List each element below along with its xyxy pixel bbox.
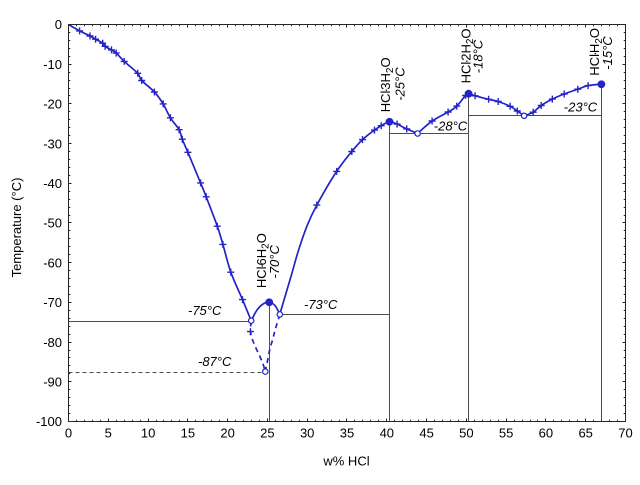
svg-text:-10: -10 xyxy=(43,57,62,72)
svg-text:10: 10 xyxy=(141,426,155,441)
svg-text:0: 0 xyxy=(65,426,72,441)
svg-text:40: 40 xyxy=(380,426,394,441)
svg-text:65: 65 xyxy=(578,426,592,441)
svg-text:HCl·2H2O: HCl·2H2O xyxy=(458,28,476,83)
svg-text:60: 60 xyxy=(539,426,553,441)
svg-text:-60: -60 xyxy=(43,255,62,270)
svg-text:30: 30 xyxy=(300,426,314,441)
svg-text:45: 45 xyxy=(419,426,433,441)
svg-text:-70: -70 xyxy=(43,295,62,310)
svg-text:-73°C: -73°C xyxy=(304,297,338,312)
svg-text:-90: -90 xyxy=(43,375,62,390)
svg-text:5: 5 xyxy=(105,426,112,441)
svg-text:-75°C: -75°C xyxy=(188,303,222,318)
svg-text:-23°C: -23°C xyxy=(564,100,598,115)
svg-text:HCl·6H2O: HCl·6H2O xyxy=(254,233,272,288)
svg-text:-15°C: -15°C xyxy=(600,36,615,70)
svg-text:-70°C: -70°C xyxy=(267,245,282,279)
svg-text:15: 15 xyxy=(181,426,195,441)
svg-text:-30: -30 xyxy=(43,136,62,151)
svg-text:-28°C: -28°C xyxy=(434,119,468,134)
svg-text:70: 70 xyxy=(618,426,632,441)
svg-text:-20: -20 xyxy=(43,97,62,112)
svg-text:-80: -80 xyxy=(43,335,62,350)
svg-text:Temperature (°C): Temperature (°C) xyxy=(9,178,24,278)
svg-text:55: 55 xyxy=(499,426,513,441)
svg-text:-40: -40 xyxy=(43,176,62,191)
svg-text:w% HCl: w% HCl xyxy=(322,453,369,468)
svg-text:-18°C: -18°C xyxy=(470,39,485,73)
svg-text:20: 20 xyxy=(220,426,234,441)
svg-text:-100: -100 xyxy=(36,414,62,429)
svg-text:-25°C: -25°C xyxy=(392,67,407,101)
svg-text:-50: -50 xyxy=(43,216,62,231)
svg-text:35: 35 xyxy=(340,426,354,441)
svg-text:-87°C: -87°C xyxy=(198,354,232,369)
svg-text:25: 25 xyxy=(260,426,274,441)
svg-text:0: 0 xyxy=(55,17,62,32)
svg-text:50: 50 xyxy=(459,426,473,441)
